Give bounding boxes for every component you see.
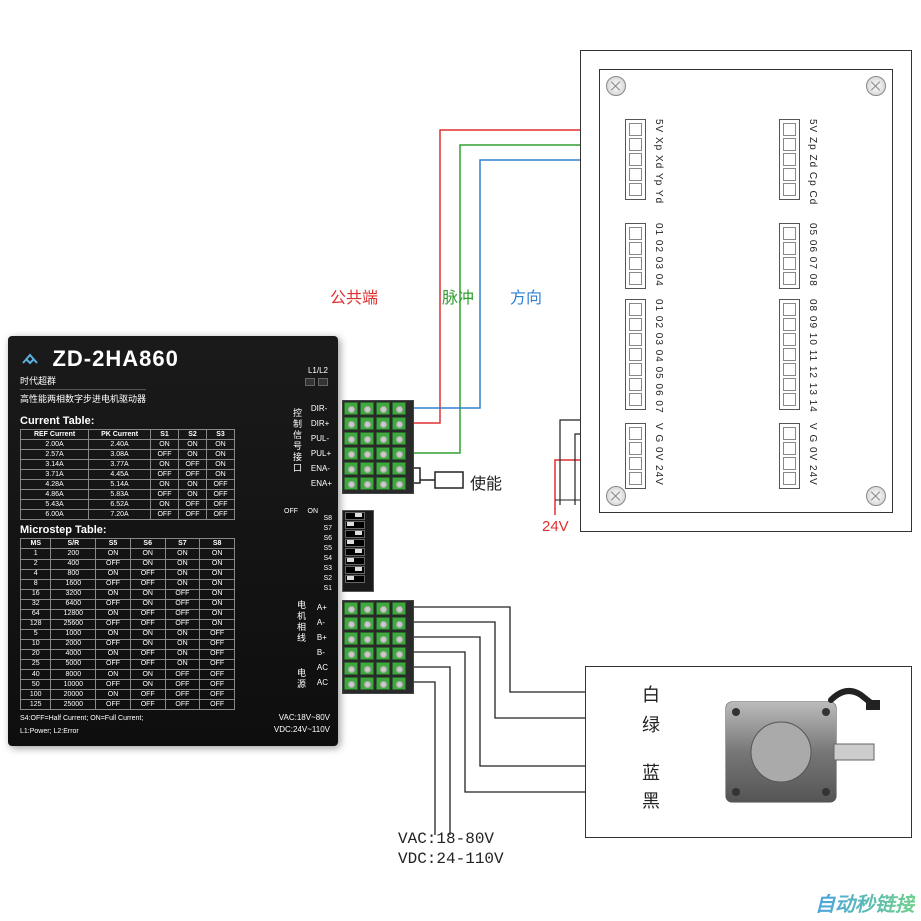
led-label: L1/L2 — [308, 366, 328, 375]
screw-icon — [866, 76, 886, 96]
power-cn-label: 电源 — [295, 668, 308, 690]
connector-in1 — [625, 223, 646, 289]
led-power — [305, 378, 315, 386]
label-enable: 使能 — [470, 470, 502, 494]
dip-off-label: OFF — [284, 508, 298, 515]
brand-logo-icon — [20, 349, 40, 369]
driver-brand: 时代超群 — [20, 374, 326, 387]
wire-blue: 蓝 — [642, 759, 660, 785]
connector-pwr2 — [779, 423, 800, 489]
power-terminal-labels: A+A-B+B-ACAC — [317, 600, 328, 690]
wire-black: 黑 — [642, 787, 660, 813]
connector-xy-label: 5V Xp Xd Yp Yd — [653, 119, 664, 204]
vdc-label: VDC:24V~110V — [274, 725, 330, 734]
connector-out2-label: 08 09 10 11 12 13 14 — [807, 299, 818, 413]
connector-pwr1-label: V G 0V 24V — [653, 423, 664, 486]
screw-icon — [866, 486, 886, 506]
signal-cn-label: 控制信号接口 — [291, 408, 304, 474]
motor-phase-cn-label: 电机相线 — [295, 600, 308, 644]
label-dir: 方向 — [510, 284, 542, 308]
current-table-title: Current Table: — [20, 415, 326, 427]
label-pulse: 脉冲 — [442, 284, 474, 308]
controller-board: 5V Xp Xd Yp Yd 5V Zp Zd Cp Cd 01 02 03 0… — [580, 50, 912, 532]
connector-in2 — [779, 223, 800, 289]
watermark: 自动秒链接 — [815, 888, 915, 917]
driver-subtitle: 高性能两相数字步进电机驱动器 — [20, 389, 146, 405]
screw-icon — [606, 76, 626, 96]
label-24v: 24V — [542, 518, 569, 535]
connector-in2-label: 05 06 07 08 — [807, 223, 818, 287]
label-common: 公共端 — [330, 284, 378, 308]
stepper-driver: ZD-2HA860 时代超群 高性能两相数字步进电机驱动器 Current Ta… — [8, 336, 338, 746]
vac-label: VAC:18V~80V — [279, 713, 330, 722]
connector-out1 — [625, 299, 646, 410]
signal-terminal-block — [342, 400, 414, 494]
driver-model: ZD-2HA860 — [52, 346, 178, 372]
wire-white: 白 — [642, 681, 660, 707]
power-terminal-block — [342, 600, 414, 694]
vdc-range: VDC:24-110V — [398, 850, 504, 868]
stepper-motor-icon — [706, 682, 886, 822]
dip-switch-block — [342, 510, 374, 592]
connector-zc-label: 5V Zp Zd Cp Cd — [807, 119, 818, 205]
screw-icon — [606, 486, 626, 506]
wire-green: 绿 — [642, 711, 660, 737]
led-error — [318, 378, 328, 386]
signal-terminal-labels: DIR-DIR+PUL-PUL+ENA-ENA+ — [311, 401, 332, 491]
connector-in1-label: 01 02 03 04 — [653, 223, 664, 287]
motor-box: 白 绿 蓝 黑 — [585, 666, 912, 838]
connector-out2 — [779, 299, 800, 410]
connector-pwr2-label: V G 0V 24V — [807, 423, 818, 486]
vac-range: VAC:18-80V — [398, 830, 494, 848]
connector-pwr1 — [625, 423, 646, 489]
connector-zc — [779, 119, 800, 200]
connector-out1-label: 01 02 03 04 05 06 07 — [653, 299, 664, 414]
dip-on-label: ON — [308, 508, 319, 515]
microstep-table-title: Microstep Table: — [20, 524, 326, 536]
connector-xy — [625, 119, 646, 200]
dip-switch-labels: S8S7S6S5S4S3S2S1 — [323, 514, 332, 594]
current-table: REF CurrentPK CurrentS1S2S32.00A2.40AONO… — [20, 429, 235, 520]
microstep-table: MSS/RS5S6S7S81200ONONONON2400OFFONONON48… — [20, 538, 235, 710]
